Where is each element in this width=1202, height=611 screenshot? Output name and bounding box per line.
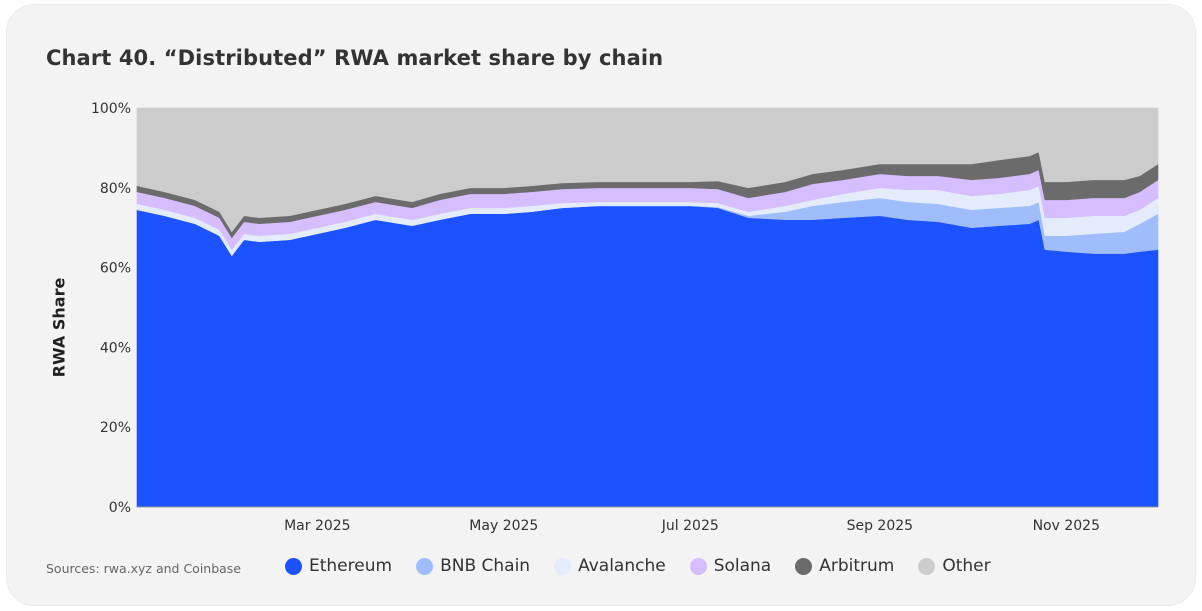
legend-label: Avalanche xyxy=(578,556,666,576)
x-tick-label: Mar 2025 xyxy=(284,518,351,534)
legend-item-avalanche: Avalanche xyxy=(554,556,666,576)
legend-swatch xyxy=(795,557,813,575)
legend-label: Arbitrum xyxy=(819,556,895,576)
y-tick-label: 80% xyxy=(100,181,131,197)
y-tick-label: 0% xyxy=(109,500,131,516)
area-ethereum xyxy=(136,205,1159,508)
y-tick-label: 40% xyxy=(100,340,131,356)
y-tick-label: 100% xyxy=(91,101,131,117)
legend-label: Solana xyxy=(713,556,772,576)
legend-swatch xyxy=(689,557,707,575)
source-note: Sources: rwa.xyz and Coinbase xyxy=(46,561,242,576)
x-tick-label: May 2025 xyxy=(469,518,538,534)
y-tick-label: 20% xyxy=(100,420,131,436)
area-series-group xyxy=(136,107,1159,508)
legend-item-bnb-chain: BNB Chain xyxy=(416,556,530,576)
legend-swatch xyxy=(554,557,572,575)
y-axis-ticks: 0% 20% 40% 60% 80% 100% xyxy=(91,101,131,516)
x-tick-label: Sep 2025 xyxy=(847,518,913,534)
x-axis-ticks: Mar 2025 May 2025 Jul 2025 Sep 2025 Nov 2025 xyxy=(284,518,1100,534)
legend-label: Other xyxy=(942,556,991,576)
legend: Ethereum BNB Chain Avalanche Solana Arbitrum… xyxy=(285,556,1015,576)
x-tick-label: Nov 2025 xyxy=(1033,518,1100,534)
legend-item-other: Other xyxy=(918,556,991,576)
legend-label: Ethereum xyxy=(309,556,393,576)
legend-swatch xyxy=(416,557,434,575)
legend-swatch xyxy=(918,557,936,575)
legend-swatch xyxy=(285,557,302,575)
area-other xyxy=(136,107,1159,233)
x-tick-label: Jul 2025 xyxy=(661,518,719,534)
y-tick-label: 60% xyxy=(100,261,131,277)
legend-item-ethereum: Ethereum xyxy=(285,556,392,576)
legend-item-solana: Solana xyxy=(689,556,772,576)
chart-title: Chart 40. “Distributed” RWA market share… xyxy=(46,46,664,70)
legend-label: BNB Chain xyxy=(440,556,531,576)
legend-item-arbitrum: Arbitrum xyxy=(795,556,894,576)
